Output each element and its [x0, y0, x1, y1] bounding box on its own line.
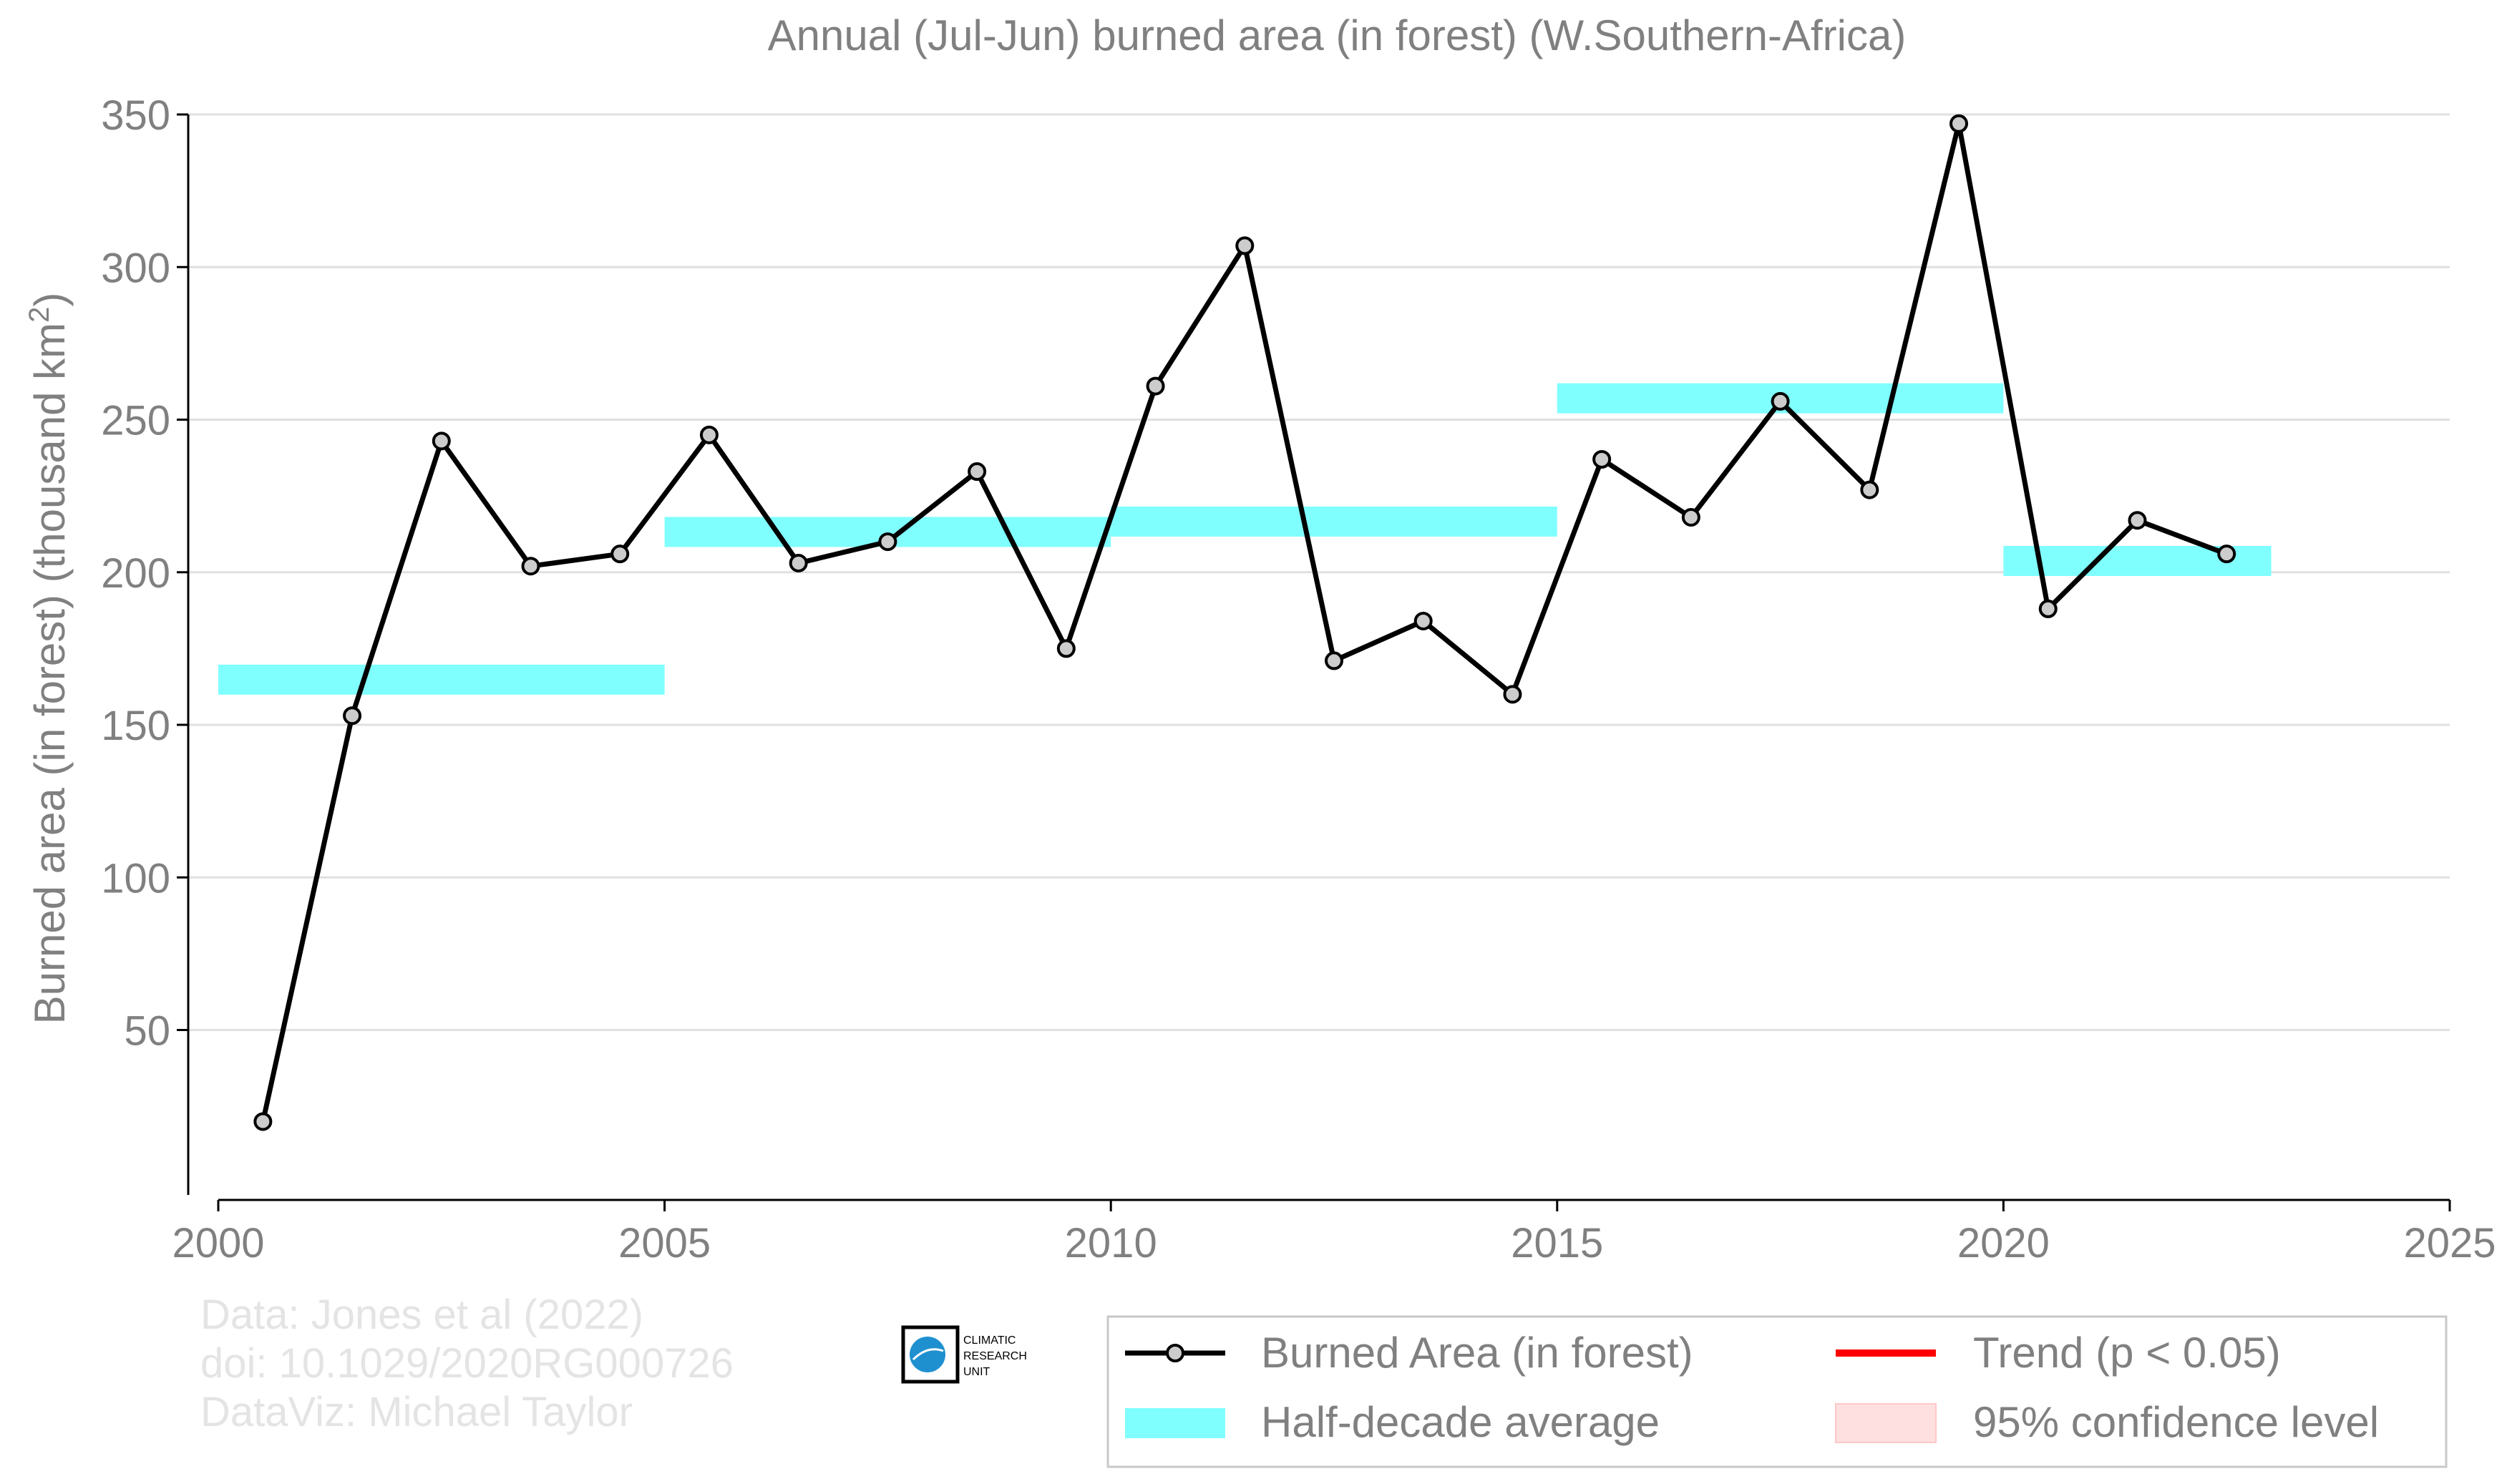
chart-title: Annual (Jul-Jun) burned area (in forest)… — [768, 11, 1907, 59]
gridlines — [188, 113, 2450, 1031]
y-tick-label: 300 — [101, 245, 170, 291]
cru-logo-frame — [901, 1325, 960, 1384]
x-tick-label: 2025 — [2403, 1220, 2496, 1266]
data-point — [2217, 545, 2236, 564]
data-point — [968, 462, 987, 482]
x-tick-label: 2020 — [1957, 1220, 2050, 1266]
y-axis-label-superscript: 2 — [24, 307, 55, 323]
data-point — [1592, 449, 1612, 469]
half-decade-bar — [218, 664, 665, 695]
credit-doi: doi: 10.1029/2020RG000726 — [200, 1340, 734, 1387]
data-point — [1413, 611, 1433, 630]
data-point — [1771, 391, 1790, 411]
globe-swirl — [912, 1348, 944, 1361]
data-point — [253, 1112, 273, 1131]
y-ticks: 50 100 150 200 250 300 350 — [101, 92, 188, 1055]
data-point — [343, 706, 362, 726]
legend-trend-label: Trend (p < 0.05) — [1973, 1329, 2281, 1377]
cru-logo: CLIMATIC RESEARCH UNIT — [901, 1325, 1027, 1384]
legend-burned-area-marker — [1166, 1344, 1184, 1362]
data-point — [1949, 114, 1969, 133]
data-point — [1056, 639, 1076, 658]
data-point — [2038, 599, 2058, 618]
x-tick-label: 2000 — [172, 1220, 264, 1266]
credit-dataviz: DataViz: Michael Taylor — [200, 1389, 633, 1435]
data-point — [699, 425, 719, 444]
cru-logo-line2: RESEARCH — [963, 1350, 1027, 1362]
data-point — [610, 545, 630, 564]
x-tick-label: 2015 — [1511, 1220, 1603, 1266]
half-decade-bands — [218, 383, 2272, 695]
x-tick-label: 2005 — [618, 1220, 711, 1266]
data-point — [1146, 376, 1165, 396]
data-point — [432, 431, 451, 451]
legend-half-decade-swatch — [1125, 1408, 1225, 1438]
x-ticks: 2000 2005 2010 2015 2020 2025 — [172, 1200, 2496, 1266]
legend-confidence-label: 95% confidence level — [1973, 1398, 2379, 1446]
data-point — [521, 557, 540, 576]
y-tick-label: 250 — [101, 398, 170, 444]
legend-half-decade-label: Half-decade average — [1261, 1398, 1660, 1446]
y-axis-label: Burned area (in forest) (thousand km2) — [24, 293, 74, 1025]
cru-logo-line3: UNIT — [963, 1366, 990, 1378]
y-tick-label: 200 — [101, 550, 170, 597]
data-point — [1681, 507, 1700, 527]
y-tick-label: 100 — [101, 855, 170, 902]
cru-logo-line1: CLIMATIC — [963, 1334, 1016, 1347]
data-point — [1235, 236, 1255, 255]
y-tick-label: 150 — [101, 703, 170, 749]
legend-burned-area-label: Burned Area (in forest) — [1261, 1329, 1693, 1377]
y-tick-label: 350 — [101, 92, 170, 139]
y-axis-label-close: ) — [26, 293, 74, 307]
legend: Burned Area (in forest) Trend (p < 0.05)… — [1106, 1315, 2448, 1468]
data-point — [878, 532, 897, 552]
y-tick-label: 50 — [124, 1008, 170, 1055]
data-point — [789, 553, 808, 572]
credit-data: Data: Jones et al (2022) — [200, 1292, 643, 1338]
data-point — [1503, 685, 1522, 704]
legend-box — [1106, 1315, 2448, 1468]
data-point — [1860, 480, 1879, 499]
half-decade-bar — [1111, 506, 1557, 537]
y-axis-label-text: Burned area (in forest) (thousand km — [26, 323, 74, 1024]
legend-confidence-swatch — [1835, 1403, 1937, 1443]
globe-icon — [910, 1337, 945, 1372]
data-point — [2128, 511, 2147, 530]
data-point — [1325, 651, 1343, 670]
x-tick-label: 2010 — [1065, 1220, 1157, 1266]
burned-area-series — [253, 114, 2236, 1131]
burned-area-line — [260, 121, 2228, 1123]
